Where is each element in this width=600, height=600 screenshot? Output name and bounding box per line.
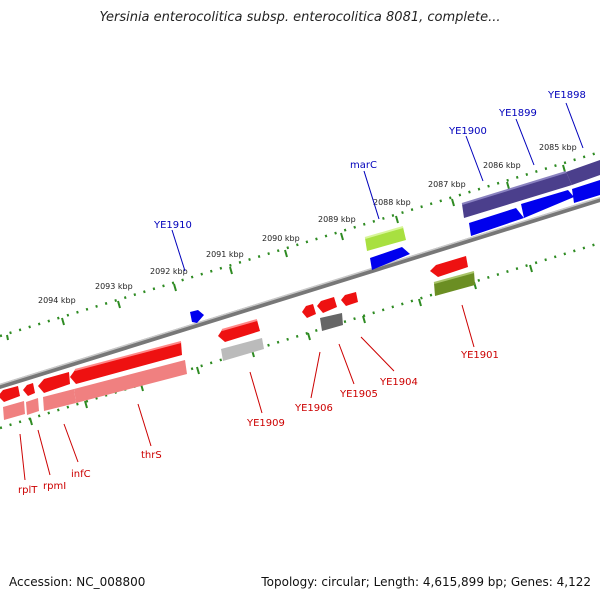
scale-label-2086: 2086 kbp (483, 161, 521, 170)
reverse-genes (0, 256, 475, 420)
gene-marc[interactable] (365, 227, 406, 251)
scale-labels: 2085 kbp 2086 kbp 2087 kbp 2088 kbp 2089… (38, 143, 577, 305)
major-ticks-lower (29, 264, 533, 426)
scale-label-2087: 2087 kbp (428, 180, 466, 189)
label-ye1900[interactable]: YE1900 (448, 126, 487, 137)
reverse-leaders (19, 304, 475, 481)
page-title: Yersinia enterocolitica subsp. enterocol… (99, 10, 501, 25)
gene-marc-blue[interactable] (370, 247, 410, 270)
accession-text: Accession: NC_008800 (9, 575, 146, 589)
label-ye1901[interactable]: YE1901 (460, 350, 499, 361)
label-infc[interactable]: infC (71, 469, 91, 480)
label-thrs[interactable]: thrS (141, 450, 162, 461)
gene-infc-pink[interactable] (43, 389, 76, 411)
label-rpmi[interactable]: rpmI (43, 481, 66, 492)
label-ye1905[interactable]: YE1905 (339, 389, 378, 400)
gene-thrs-pink[interactable] (74, 360, 187, 403)
scale-label-2094: 2094 kbp (38, 296, 76, 305)
scale-label-2093: 2093 kbp (95, 282, 133, 291)
scale-label-2089: 2089 kbp (318, 215, 356, 224)
forward-gene-labels: YE1898 YE1899 YE1900 marC YE1910 (153, 90, 586, 231)
gene-ye1898-purple[interactable] (566, 160, 600, 185)
gene-thrs[interactable] (70, 342, 182, 384)
scale-upper (0, 150, 600, 338)
gene-ye1906[interactable] (302, 304, 316, 318)
forward-genes (190, 160, 600, 323)
major-ticks-upper (6, 164, 566, 341)
label-ye1909[interactable]: YE1909 (246, 418, 285, 429)
gene-ye1904[interactable] (341, 292, 358, 306)
gene-rplt[interactable] (0, 386, 20, 402)
scale-label-2090: 2090 kbp (262, 234, 300, 243)
scale-label-2088: 2088 kbp (373, 198, 411, 207)
gene-rplt-pink[interactable] (3, 401, 25, 420)
gene-ye1901[interactable] (430, 256, 468, 277)
gene-ye1910[interactable] (190, 310, 204, 323)
gene-rpmi-pink[interactable] (26, 398, 39, 415)
gene-ye1905-grey[interactable] (320, 313, 343, 331)
backbone (0, 196, 600, 390)
label-ye1904[interactable]: YE1904 (379, 377, 418, 388)
gene-ye1900-purple[interactable] (462, 172, 572, 218)
gene-ye1909[interactable] (218, 320, 260, 342)
gene-rpmi[interactable] (23, 383, 35, 396)
gene-blue-1[interactable] (572, 180, 600, 203)
scale-label-2092: 2092 kbp (150, 267, 188, 276)
scale-lower (0, 241, 600, 430)
label-marc[interactable]: marC (350, 160, 377, 171)
gene-blue-3[interactable] (469, 208, 524, 236)
gene-ye1905[interactable] (317, 297, 337, 313)
gene-infc[interactable] (38, 372, 70, 393)
reverse-gene-labels: YE1901 YE1904 YE1905 YE1906 YE1909 thrS … (18, 350, 499, 496)
label-ye1910[interactable]: YE1910 (153, 220, 192, 231)
topology-text: Topology: circular; Length: 4,615,899 bp… (261, 575, 591, 589)
label-ye1906[interactable]: YE1906 (294, 403, 333, 414)
scale-label-2091: 2091 kbp (206, 250, 244, 259)
label-ye1899[interactable]: YE1899 (498, 108, 537, 119)
gene-blue-2[interactable] (521, 190, 574, 218)
label-rplt[interactable]: rplT (18, 485, 38, 496)
label-ye1898[interactable]: YE1898 (547, 90, 586, 101)
gene-ye1901-olive[interactable] (434, 272, 475, 296)
scale-label-2085: 2085 kbp (539, 143, 577, 152)
forward-leaders (171, 102, 584, 272)
gene-ye1909-grey[interactable] (221, 338, 264, 361)
